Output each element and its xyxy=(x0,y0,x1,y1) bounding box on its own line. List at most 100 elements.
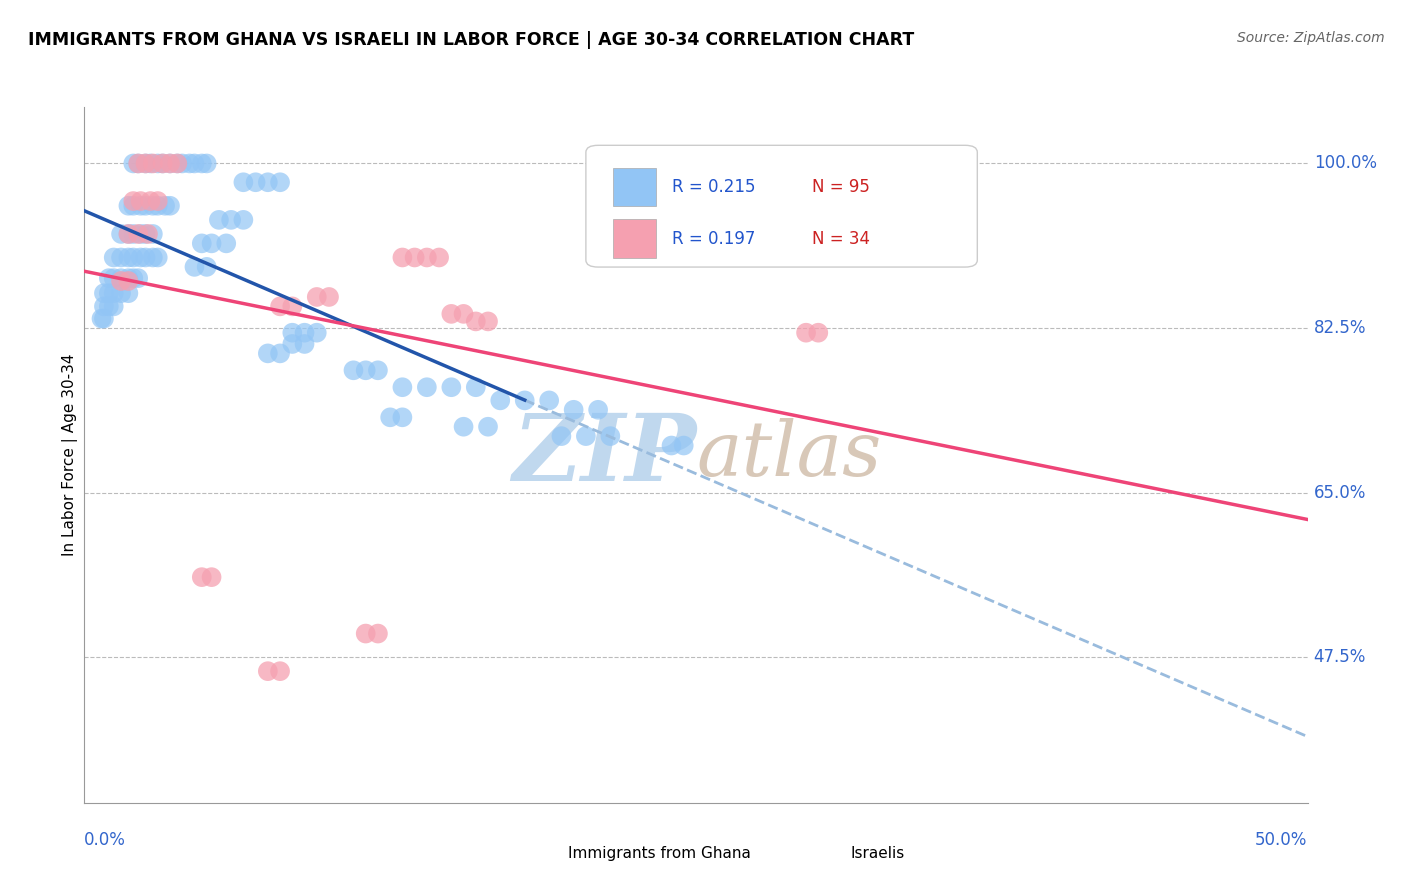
Point xyxy=(110,274,132,288)
Point xyxy=(127,271,149,285)
Point xyxy=(200,570,222,584)
Point xyxy=(269,346,291,360)
FancyBboxPatch shape xyxy=(524,846,560,868)
Point xyxy=(103,251,125,265)
FancyBboxPatch shape xyxy=(586,145,977,267)
Point xyxy=(142,156,165,170)
Point xyxy=(354,626,377,640)
Point xyxy=(489,393,512,408)
Text: 82.5%: 82.5% xyxy=(1313,319,1367,337)
Point xyxy=(354,363,377,377)
Point xyxy=(146,156,169,170)
Point xyxy=(191,570,214,584)
Point xyxy=(404,251,426,265)
Point xyxy=(195,260,218,274)
Point xyxy=(110,286,132,301)
Point xyxy=(318,290,340,304)
Point xyxy=(672,438,695,452)
Point xyxy=(661,438,683,452)
Point xyxy=(129,199,152,213)
Text: R = 0.197: R = 0.197 xyxy=(672,229,755,248)
Point xyxy=(269,299,291,313)
FancyBboxPatch shape xyxy=(806,846,841,868)
Point xyxy=(135,156,157,170)
Point xyxy=(586,402,609,417)
Point xyxy=(135,251,157,265)
Point xyxy=(195,156,218,170)
Text: 100.0%: 100.0% xyxy=(1313,154,1376,172)
Point xyxy=(440,307,463,321)
Point xyxy=(367,626,389,640)
Point xyxy=(200,236,222,251)
Point xyxy=(440,380,463,394)
Text: N = 34: N = 34 xyxy=(813,229,870,248)
Point xyxy=(257,175,280,189)
Point xyxy=(129,251,152,265)
Point xyxy=(136,227,159,241)
Point xyxy=(146,194,169,208)
Point xyxy=(294,337,316,351)
Point xyxy=(135,156,157,170)
Point xyxy=(257,664,280,678)
Point xyxy=(97,299,120,313)
Text: ZIP: ZIP xyxy=(512,410,696,500)
Point xyxy=(117,199,139,213)
Point xyxy=(453,307,475,321)
Point xyxy=(127,156,149,170)
Point xyxy=(538,393,561,408)
Point xyxy=(152,156,174,170)
Point xyxy=(122,227,145,241)
Point xyxy=(166,156,188,170)
Point xyxy=(117,227,139,241)
Point xyxy=(416,380,439,394)
Point xyxy=(103,299,125,313)
Point xyxy=(90,311,112,326)
Point xyxy=(269,175,291,189)
Point xyxy=(513,393,536,408)
Point xyxy=(93,311,115,326)
Point xyxy=(599,429,621,443)
Point xyxy=(575,429,598,443)
Text: atlas: atlas xyxy=(696,418,882,491)
Point xyxy=(257,346,280,360)
Point xyxy=(191,236,214,251)
Point xyxy=(117,251,139,265)
Point xyxy=(122,194,145,208)
Point xyxy=(562,402,585,417)
Point xyxy=(139,156,162,170)
Point xyxy=(550,429,572,443)
Point xyxy=(245,175,267,189)
Point xyxy=(305,290,328,304)
Point xyxy=(380,410,402,425)
Point xyxy=(142,199,165,213)
Point xyxy=(97,271,120,285)
Point xyxy=(122,199,145,213)
Point xyxy=(179,156,201,170)
Text: Israelis: Israelis xyxy=(851,847,904,861)
Point xyxy=(122,271,145,285)
FancyBboxPatch shape xyxy=(613,219,655,258)
Point xyxy=(110,271,132,285)
Point xyxy=(269,664,291,678)
Point xyxy=(208,212,231,227)
FancyBboxPatch shape xyxy=(613,168,655,206)
Point xyxy=(191,156,214,170)
Point xyxy=(159,156,181,170)
Point xyxy=(232,212,254,227)
Text: 65.0%: 65.0% xyxy=(1313,483,1367,501)
Point xyxy=(219,212,242,227)
Text: Immigrants from Ghana: Immigrants from Ghana xyxy=(568,847,751,861)
Point xyxy=(427,251,450,265)
Point xyxy=(129,194,152,208)
Point xyxy=(281,299,304,313)
Point xyxy=(166,156,188,170)
Point xyxy=(159,156,181,170)
Point xyxy=(281,337,304,351)
Point xyxy=(127,156,149,170)
Point xyxy=(127,227,149,241)
Point xyxy=(232,175,254,189)
Point xyxy=(807,326,830,340)
Point xyxy=(464,380,486,394)
Point xyxy=(110,227,132,241)
Point xyxy=(135,199,157,213)
